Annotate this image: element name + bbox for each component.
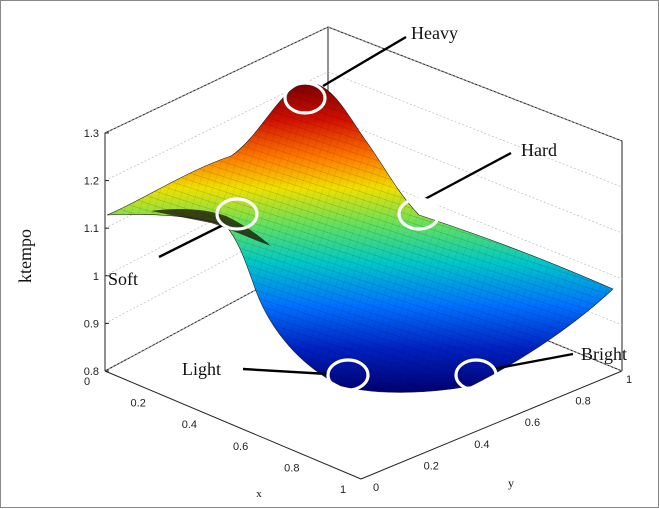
annotation-circle bbox=[283, 81, 327, 115]
annotation-label: Soft bbox=[108, 269, 138, 289]
surface bbox=[106, 82, 614, 393]
surface-mesh bbox=[107, 82, 613, 393]
z-tick-label: 1.2 bbox=[84, 176, 99, 188]
annotation-label: Hard bbox=[521, 140, 557, 160]
x-tick-label: 0.4 bbox=[182, 419, 197, 431]
annotation-label: Bright bbox=[581, 344, 627, 364]
x-tick-label: 0.2 bbox=[131, 398, 146, 410]
x-tick-label: 0.8 bbox=[284, 462, 299, 474]
annotation-circle bbox=[397, 197, 441, 231]
grid-line bbox=[104, 71, 329, 181]
annotation-label: Heavy bbox=[411, 23, 458, 43]
y-tick-label: 0.8 bbox=[575, 396, 590, 408]
grid-line bbox=[327, 116, 623, 234]
x-tick-label: 0 bbox=[84, 376, 90, 388]
z-axis-label: ktempo bbox=[15, 229, 35, 283]
annotation-leader bbox=[158, 223, 224, 259]
floor-edge-front-right bbox=[360, 370, 623, 480]
z-tick-label: 0.8 bbox=[84, 366, 99, 378]
z-tick-label: 1 bbox=[93, 271, 99, 283]
annotation-leader bbox=[242, 367, 329, 376]
x-axis-label: x bbox=[256, 488, 262, 500]
annotation-circle bbox=[215, 197, 259, 231]
y-tick-label: 0 bbox=[373, 482, 379, 494]
annotation-label: Light bbox=[182, 359, 221, 379]
annotation-leader bbox=[322, 35, 407, 88]
z-tick-label: 1.1 bbox=[84, 223, 99, 235]
y-tick-label: 0.4 bbox=[474, 439, 489, 451]
y-tick-label: 1 bbox=[626, 374, 632, 386]
annotations: Heavy Soft Hard Light Bright bbox=[108, 23, 627, 392]
grid-line bbox=[327, 71, 623, 188]
x-tick-labels: 0 0.2 0.4 0.6 0.8 1 bbox=[84, 376, 346, 496]
grid-line bbox=[104, 26, 329, 134]
floor-edge-front bbox=[104, 370, 362, 480]
y-tick-label: 0.2 bbox=[424, 460, 439, 472]
annotation-circle bbox=[454, 358, 498, 392]
x-tick-label: 0.6 bbox=[233, 441, 248, 453]
grid-line bbox=[327, 26, 623, 142]
y-axis-label: y bbox=[508, 476, 514, 490]
y-tick-label: 0.6 bbox=[525, 417, 540, 429]
z-tick-labels: 0.8 0.9 1 1.1 1.2 1.3 bbox=[84, 128, 109, 378]
x-tick-label: 1 bbox=[340, 484, 346, 496]
z-tick-label: 0.9 bbox=[84, 318, 99, 330]
annotation-circle bbox=[326, 358, 370, 392]
surface-fold-shadow bbox=[151, 208, 271, 246]
annotation-leader bbox=[424, 151, 512, 201]
y-tick-labels: 0 0.2 0.4 0.6 0.8 1 bbox=[373, 374, 632, 494]
annotation-leader bbox=[492, 352, 574, 371]
z-tick-label: 1.3 bbox=[84, 128, 99, 140]
